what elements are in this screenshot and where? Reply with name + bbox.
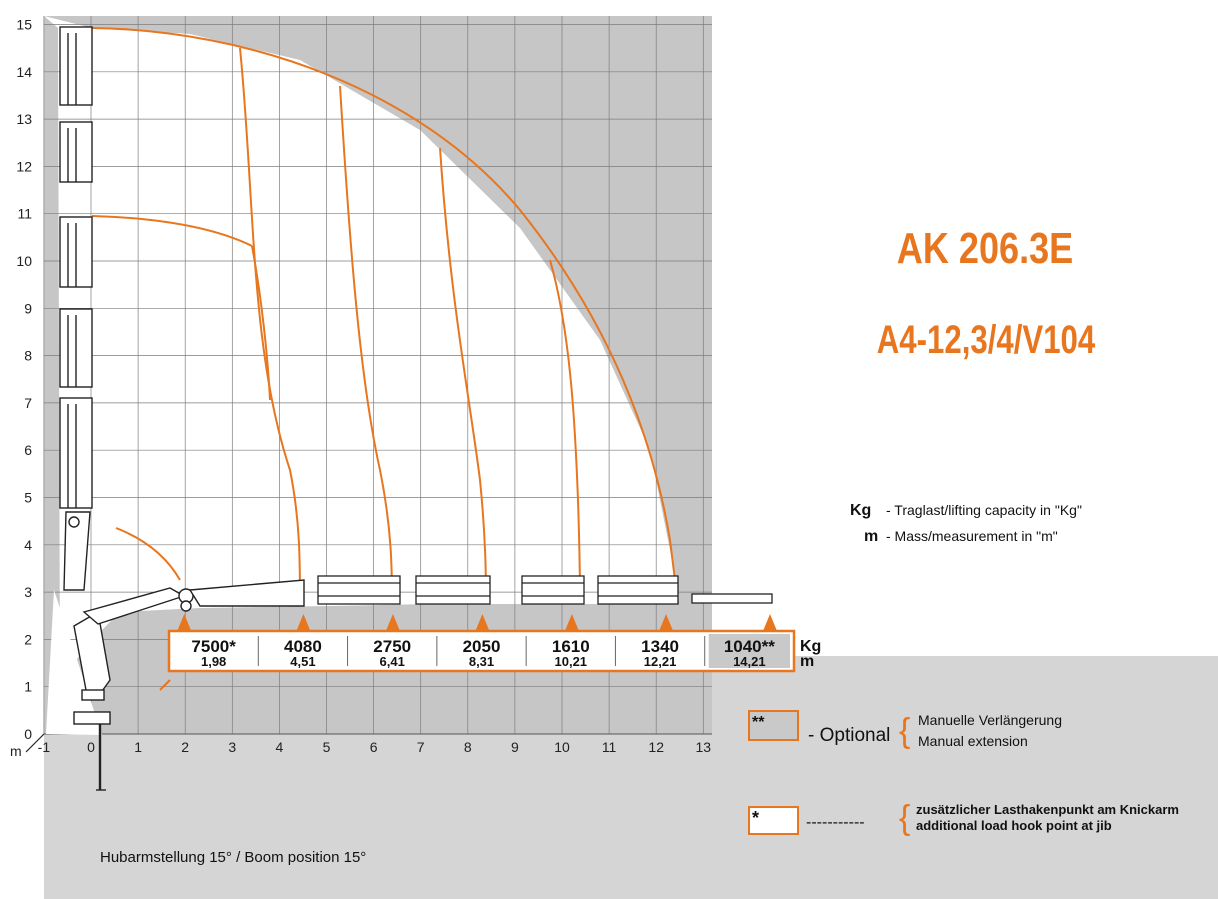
optional-marker-box xyxy=(748,710,799,741)
reach-curve xyxy=(91,215,253,247)
y-tick-label: 6 xyxy=(24,442,32,458)
reach-value: 1,98 xyxy=(201,654,226,669)
load-point-arrow xyxy=(385,614,400,631)
y-tick-label: 0 xyxy=(24,726,32,742)
reach-value: 4,51 xyxy=(290,654,315,669)
x-tick-label: 2 xyxy=(181,739,189,755)
load-point-arrow xyxy=(296,614,311,631)
jib-dashes: ----------- xyxy=(806,814,865,831)
load-point-arrows xyxy=(177,614,777,631)
x-tick-label: 13 xyxy=(696,739,712,755)
optional-brace: { xyxy=(899,712,910,750)
x-tick-label: 8 xyxy=(464,739,472,755)
reach-value: 12,21 xyxy=(644,654,677,669)
reach-curves xyxy=(91,27,679,605)
y-tick-label: 9 xyxy=(24,300,32,316)
x-tick-label: 5 xyxy=(323,739,331,755)
x-tick-label: 9 xyxy=(511,739,519,755)
y-tick-label: 12 xyxy=(16,158,32,174)
y-tick-label: 2 xyxy=(24,631,32,647)
y-tick-label: 3 xyxy=(24,584,32,600)
axis-origin-slash xyxy=(25,733,45,753)
legend-kg-symbol: Kg xyxy=(850,502,871,519)
extension-sketch xyxy=(597,575,679,605)
y-tick-label: 14 xyxy=(16,64,32,80)
crane-column-icon xyxy=(46,26,111,791)
jib-hook-arc xyxy=(115,527,181,581)
x-tick-label: 10 xyxy=(554,739,570,755)
x-tick-label: 7 xyxy=(417,739,425,755)
load-table xyxy=(167,629,796,673)
reach-curve xyxy=(339,85,393,605)
reach-curve xyxy=(439,147,487,605)
boom-position-note: Hubarmstellung 15° / Boom position 15° xyxy=(100,849,366,866)
optional-line-2: Manual extension xyxy=(918,733,1028,749)
reach-value: 8,31 xyxy=(469,654,494,669)
load-value: 4080 xyxy=(284,637,322,656)
y-tick-label: 15 xyxy=(16,17,32,33)
reach-value: 6,41 xyxy=(380,654,405,669)
legend-kg-text: - Traglast/lifting capacity in "Kg" xyxy=(886,502,1082,518)
y-tick-label: 13 xyxy=(16,111,32,127)
load-point-arrow xyxy=(763,614,777,631)
y-tick-label: 11 xyxy=(17,206,32,222)
jib-marker-box xyxy=(748,806,799,835)
x-tick-label: -1 xyxy=(38,739,51,755)
reach-curve xyxy=(251,245,271,401)
jib-line-1: zusätzlicher Lasthakenpunkt am Knickarm xyxy=(916,802,1179,817)
table-unit-m: m xyxy=(800,653,814,670)
jib-line-2: additional load hook point at jib xyxy=(916,818,1112,833)
crane-arm-icon xyxy=(82,579,305,625)
optional-word: - Optional xyxy=(808,725,890,746)
axis-unit-label: m xyxy=(10,743,22,759)
x-tick-label: 11 xyxy=(602,739,617,755)
optional-marker-text: ** xyxy=(752,714,765,731)
extension-sketch xyxy=(317,575,401,605)
model-subtitle: A4-12,3/4/V104 xyxy=(877,317,1096,362)
table-leader-line xyxy=(159,679,171,691)
load-value: 2050 xyxy=(463,637,501,656)
load-value: 1040** xyxy=(724,637,775,656)
model-title: AK 206.3E xyxy=(897,224,1073,273)
load-value: 7500* xyxy=(191,637,236,656)
optional-cell-bg xyxy=(708,634,790,668)
x-tick-label: 1 xyxy=(134,739,142,755)
x-tick-label: 12 xyxy=(648,739,664,755)
extension-sketch xyxy=(415,575,491,605)
jib-marker-text: * xyxy=(752,808,759,828)
x-tick-label: 0 xyxy=(87,739,95,755)
x-tick-labels: -1 0 1 2 3 4 5 6 7 8 9 10 11 12 13 xyxy=(38,739,712,755)
reach-curve xyxy=(91,27,679,605)
load-value: 1340 xyxy=(641,637,679,656)
legend-m-symbol: m xyxy=(864,528,878,545)
load-value: 2750 xyxy=(373,637,411,656)
y-tick-label: 4 xyxy=(24,537,32,553)
extension-sketch xyxy=(521,575,585,605)
y-tick-label: 7 xyxy=(24,395,32,411)
x-tick-label: 4 xyxy=(276,739,284,755)
table-unit-kg: Kg xyxy=(800,638,821,655)
reach-curve xyxy=(239,47,301,605)
y-tick-label: 8 xyxy=(24,348,32,364)
x-tick-label: 3 xyxy=(228,739,236,755)
load-point-arrow xyxy=(475,614,490,631)
y-tick-label: 1 xyxy=(24,679,32,695)
reach-value: 14,21 xyxy=(733,654,766,669)
load-point-arrow xyxy=(564,614,579,631)
load-point-arrow xyxy=(177,614,192,631)
optional-line-1: Manuelle Verlängerung xyxy=(918,712,1062,728)
load-value: 1610 xyxy=(552,637,590,656)
reach-value: 10,21 xyxy=(555,654,588,669)
y-tick-label: 10 xyxy=(16,253,32,269)
x-tick-label: 6 xyxy=(370,739,378,755)
jib-brace: { xyxy=(899,799,910,837)
legend-m-text: - Mass/measurement in "m" xyxy=(886,528,1058,544)
manual-extension-sketch xyxy=(691,593,773,604)
y-tick-label: 5 xyxy=(24,490,32,506)
extension-sketches xyxy=(317,575,773,605)
load-point-arrow xyxy=(659,614,674,631)
